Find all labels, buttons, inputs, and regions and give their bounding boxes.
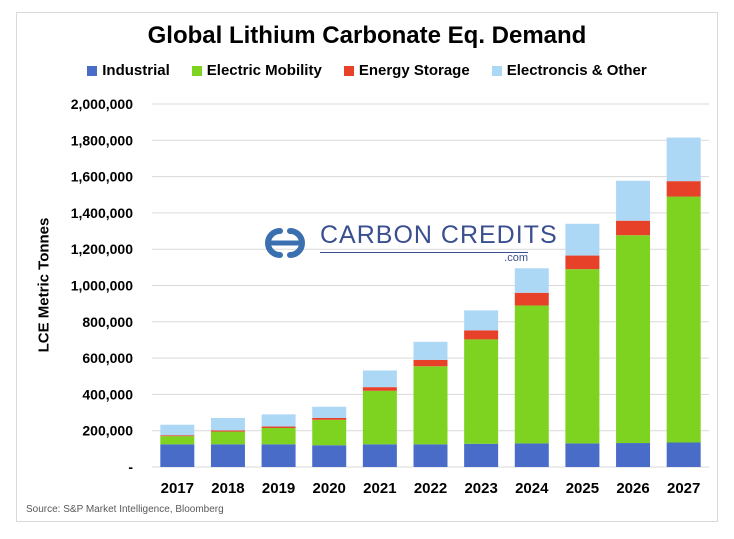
- chart-title: Global Lithium Carbonate Eq. Demand: [147, 22, 587, 49]
- bar-electroncis-other-2022: [413, 341, 448, 360]
- legend-label-energy-storage: Energy Storage: [358, 62, 470, 79]
- bar-energy-storage-2018: [210, 430, 245, 432]
- bar-energy-storage-2023: [464, 330, 499, 340]
- bar-energy-storage-2025: [565, 255, 600, 270]
- bar-industrial-2017: [160, 444, 195, 467]
- x-tick-label: 2020: [313, 480, 346, 497]
- bar-energy-storage-2027: [666, 181, 701, 197]
- bar-electric-mobility-2026: [616, 235, 651, 444]
- bar-electric-mobility-2025: [565, 269, 600, 444]
- bar-electroncis-other-2019: [261, 414, 296, 427]
- bar-electric-mobility-2019: [261, 427, 296, 445]
- bar-industrial-2027: [666, 442, 701, 467]
- bar-industrial-2023: [464, 443, 499, 467]
- legend-label-electronics-other: Electroncis & Other: [506, 62, 647, 79]
- bar-electric-mobility-2023: [464, 339, 499, 444]
- source-note: Source: S&P Market Intelligence, Bloombe…: [26, 504, 224, 515]
- bar-electric-mobility-2022: [413, 366, 448, 445]
- x-tick-label: 2027: [667, 480, 700, 497]
- bar-industrial-2024: [514, 443, 549, 467]
- bar-electric-mobility-2020: [312, 419, 347, 446]
- bar-industrial-2022: [413, 444, 448, 467]
- x-tick-label: 2017: [161, 480, 194, 497]
- bar-industrial-2020: [312, 445, 347, 467]
- legend-label-industrial: Industrial: [102, 62, 170, 79]
- bar-electroncis-other-2027: [666, 137, 701, 182]
- legend-label-electric-mobility: Electric Mobility: [206, 62, 322, 79]
- watermark-domain: .com: [504, 252, 528, 264]
- bar-electroncis-other-2026: [616, 180, 651, 221]
- bar-industrial-2021: [362, 444, 397, 467]
- y-tick-label: 400,000: [82, 386, 133, 402]
- bar-electroncis-other-2023: [464, 310, 499, 331]
- legend: Industrial Electric Mobility Energy Stor…: [0, 62, 734, 79]
- bar-electroncis-other-2025: [565, 223, 600, 256]
- x-tick-label: 2022: [414, 480, 447, 497]
- bar-industrial-2019: [261, 444, 296, 467]
- y-tick-label: 1,800,000: [71, 132, 133, 148]
- y-tick-label: 200,000: [82, 423, 133, 439]
- bar-energy-storage-2017: [160, 435, 195, 437]
- legend-item-industrial: Industrial: [87, 62, 170, 79]
- y-tick-label: 1,400,000: [71, 205, 133, 221]
- x-tick-label: 2023: [464, 480, 497, 497]
- legend-swatch-electronics-other: [491, 65, 502, 76]
- x-tick-label: 2024: [515, 480, 549, 497]
- bar-industrial-2025: [565, 443, 600, 467]
- bar-electroncis-other-2024: [514, 268, 549, 293]
- y-tick-label: 1,200,000: [71, 241, 133, 257]
- bar-electric-mobility-2018: [210, 431, 245, 445]
- bar-energy-storage-2026: [616, 220, 651, 236]
- bar-energy-storage-2021: [362, 387, 397, 391]
- legend-swatch-industrial: [87, 65, 98, 76]
- bar-electric-mobility-2021: [362, 390, 397, 445]
- bar-electroncis-other-2020: [312, 406, 347, 418]
- y-tick-label: 1,600,000: [71, 169, 133, 185]
- carbon-credits-logo-icon: [265, 227, 305, 258]
- x-tick-label: 2019: [262, 480, 295, 497]
- y-tick-label: -: [128, 459, 133, 475]
- bar-electric-mobility-2017: [160, 436, 195, 445]
- bar-industrial-2026: [616, 443, 651, 467]
- legend-item-energy-storage: Energy Storage: [343, 62, 470, 79]
- bar-electroncis-other-2021: [362, 370, 397, 388]
- y-tick-label: 800,000: [82, 314, 133, 330]
- x-tick-label: 2026: [616, 480, 649, 497]
- legend-item-electronics-other: Electroncis & Other: [491, 62, 647, 79]
- bar-electric-mobility-2024: [514, 305, 549, 444]
- bar-energy-storage-2022: [413, 359, 448, 367]
- bar-electric-mobility-2027: [666, 196, 701, 443]
- watermark-rule: [320, 252, 528, 253]
- bar-energy-storage-2019: [261, 426, 296, 428]
- bar-industrial-2018: [210, 444, 245, 467]
- y-tick-label: 600,000: [82, 350, 133, 366]
- bar-electroncis-other-2018: [210, 417, 245, 431]
- carbon-credits-watermark: CARBON CREDITS .com: [258, 221, 558, 264]
- x-tick-label: 2021: [363, 480, 396, 497]
- bar-energy-storage-2024: [514, 292, 549, 306]
- bar-energy-storage-2020: [312, 417, 347, 420]
- legend-swatch-energy-storage: [343, 65, 354, 76]
- y-tick-label: 2,000,000: [71, 96, 133, 112]
- bar-electroncis-other-2017: [160, 424, 195, 436]
- legend-item-electric-mobility: Electric Mobility: [191, 62, 322, 79]
- watermark-name: CARBON CREDITS: [320, 221, 558, 249]
- x-tick-label: 2025: [566, 480, 599, 497]
- y-tick-label: 1,000,000: [71, 278, 133, 294]
- x-tick-label: 2018: [211, 480, 244, 497]
- legend-swatch-electric-mobility: [191, 65, 202, 76]
